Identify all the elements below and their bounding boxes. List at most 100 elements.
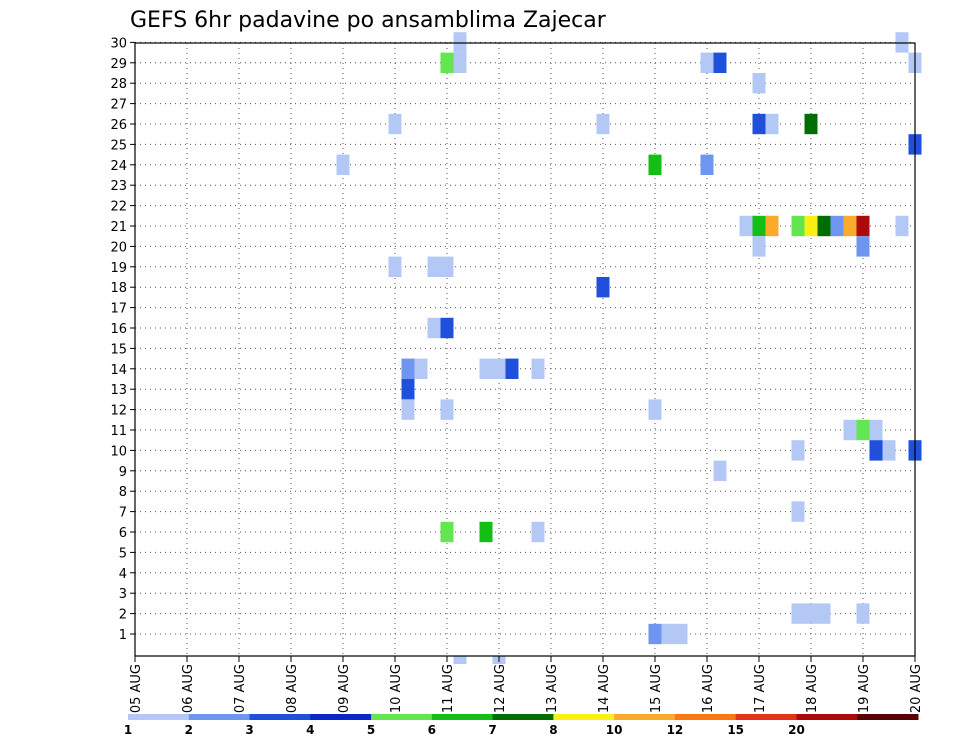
y-tick-label: 17 [110, 302, 127, 317]
y-tick-label: 28 [110, 77, 127, 92]
heatmap-cell [765, 215, 779, 237]
legend-swatch [796, 714, 858, 720]
heatmap-cell [869, 440, 883, 461]
heatmap-cell [739, 215, 753, 237]
y-tick-label: 3 [119, 587, 127, 602]
legend-swatch [492, 714, 554, 720]
legend-swatch [371, 714, 433, 720]
y-tick-label: 16 [110, 322, 127, 337]
heatmap-cell [804, 113, 818, 135]
heatmap-cell [453, 656, 467, 664]
heatmap-cell [817, 215, 831, 237]
heatmap-cell [856, 603, 870, 624]
heatmap-cell [700, 52, 714, 73]
x-tick-label: 07 AUG [233, 664, 248, 713]
y-axis: 1234567891011121314151617181920212223242… [110, 36, 135, 643]
heatmap-cell [830, 215, 844, 237]
legend-swatch [614, 714, 676, 720]
heatmap-cell [648, 399, 662, 420]
x-tick-label: 12 AUG [493, 664, 508, 713]
x-tick-label: 06 AUG [181, 664, 196, 713]
x-tick-label: 16 AUG [701, 664, 716, 713]
heatmap-cell [856, 236, 870, 257]
heatmap-cell [791, 215, 805, 237]
x-tick-label: 05 AUG [129, 664, 144, 713]
heatmap-cell [531, 358, 545, 379]
plot-frame [134, 42, 916, 657]
heatmap-cell [791, 440, 805, 461]
y-tick-label: 27 [110, 98, 127, 113]
legend-swatch [857, 714, 919, 720]
legend-label: 5 [367, 723, 375, 737]
heatmap-cell [440, 317, 454, 339]
color-legend: 1 2 3 4 5 6 7 8 10 12 15 20 [124, 714, 919, 737]
legend-swatch [188, 714, 251, 720]
legend-swatch [674, 714, 737, 720]
legend-label: 7 [488, 723, 496, 737]
y-tick-label: 4 [119, 567, 127, 582]
x-tick-label: 08 AUG [285, 664, 300, 713]
heatmap-cell [440, 256, 454, 277]
legend-swatch [249, 714, 311, 720]
x-tick-label: 13 AUG [545, 664, 560, 713]
legend-swatch [431, 714, 494, 720]
y-tick-label: 26 [110, 118, 127, 133]
legend-label: 1 [124, 723, 132, 737]
heatmap-cell [752, 73, 766, 94]
heatmap-cell [401, 358, 415, 379]
heatmap-cell [752, 215, 766, 237]
y-tick-label: 29 [110, 57, 127, 72]
heatmap-cell [388, 256, 402, 277]
heatmap-cell [440, 52, 454, 73]
heatmap-cell [648, 623, 662, 645]
heatmap-cell [856, 419, 870, 441]
chart-title: GEFS 6hr padavine po ansamblima Zajecar [130, 8, 607, 33]
legend-swatch [128, 714, 190, 720]
heatmap-cell [843, 419, 857, 441]
heatmap-cell [765, 113, 779, 135]
heatmap-cell [479, 521, 493, 543]
heatmap-cell [804, 603, 818, 624]
x-tick-label: 18 AUG [805, 664, 820, 713]
y-tick-label: 10 [110, 444, 127, 459]
legend-swatch [553, 714, 615, 720]
heatmap-cell [401, 399, 415, 420]
heatmap-cell [492, 358, 506, 379]
y-tick-label: 5 [119, 546, 127, 561]
heatmap-cell [791, 501, 805, 522]
y-tick-label: 6 [119, 526, 127, 541]
x-tick-label: 10 AUG [389, 664, 404, 713]
heatmap-cell [440, 399, 454, 420]
y-tick-label: 14 [110, 363, 127, 378]
heatmap-cell [713, 52, 727, 73]
heatmap-cell [674, 623, 688, 645]
legend-label: 3 [245, 723, 253, 737]
legend-label: 2 [185, 723, 193, 737]
x-tick-label: 20 AUG [909, 664, 924, 713]
y-tick-label: 2 [119, 608, 127, 623]
y-tick-label: 19 [110, 261, 127, 276]
x-tick-label: 09 AUG [337, 664, 352, 713]
heatmap-cell [388, 113, 402, 135]
y-tick-label: 11 [110, 424, 127, 439]
heatmap-cell [648, 154, 662, 175]
heatmap-cell [869, 419, 883, 441]
heatmap-cell [843, 215, 857, 237]
x-tick-label: 11 AUG [441, 664, 456, 713]
y-tick-label: 25 [110, 138, 127, 153]
heatmap-cell [752, 236, 766, 257]
legend-label: 8 [549, 723, 557, 737]
x-tick-label: 14 AUG [597, 664, 612, 713]
y-tick-label: 15 [110, 342, 127, 357]
y-tick-label: 13 [110, 383, 127, 398]
legend-swatch [310, 714, 372, 720]
legend-label: 4 [306, 723, 314, 737]
legend-label: 6 [428, 723, 436, 737]
heatmap-cell [596, 277, 610, 298]
legend-label: 15 [727, 723, 744, 737]
x-axis: 05 AUG 06 AUG 07 AUG 08 AUG 09 AUG 10 AUG 11 A… [129, 656, 924, 713]
heatmap-cell [752, 113, 766, 135]
heatmap-cell [856, 215, 870, 237]
legend-label: 10 [606, 723, 623, 737]
